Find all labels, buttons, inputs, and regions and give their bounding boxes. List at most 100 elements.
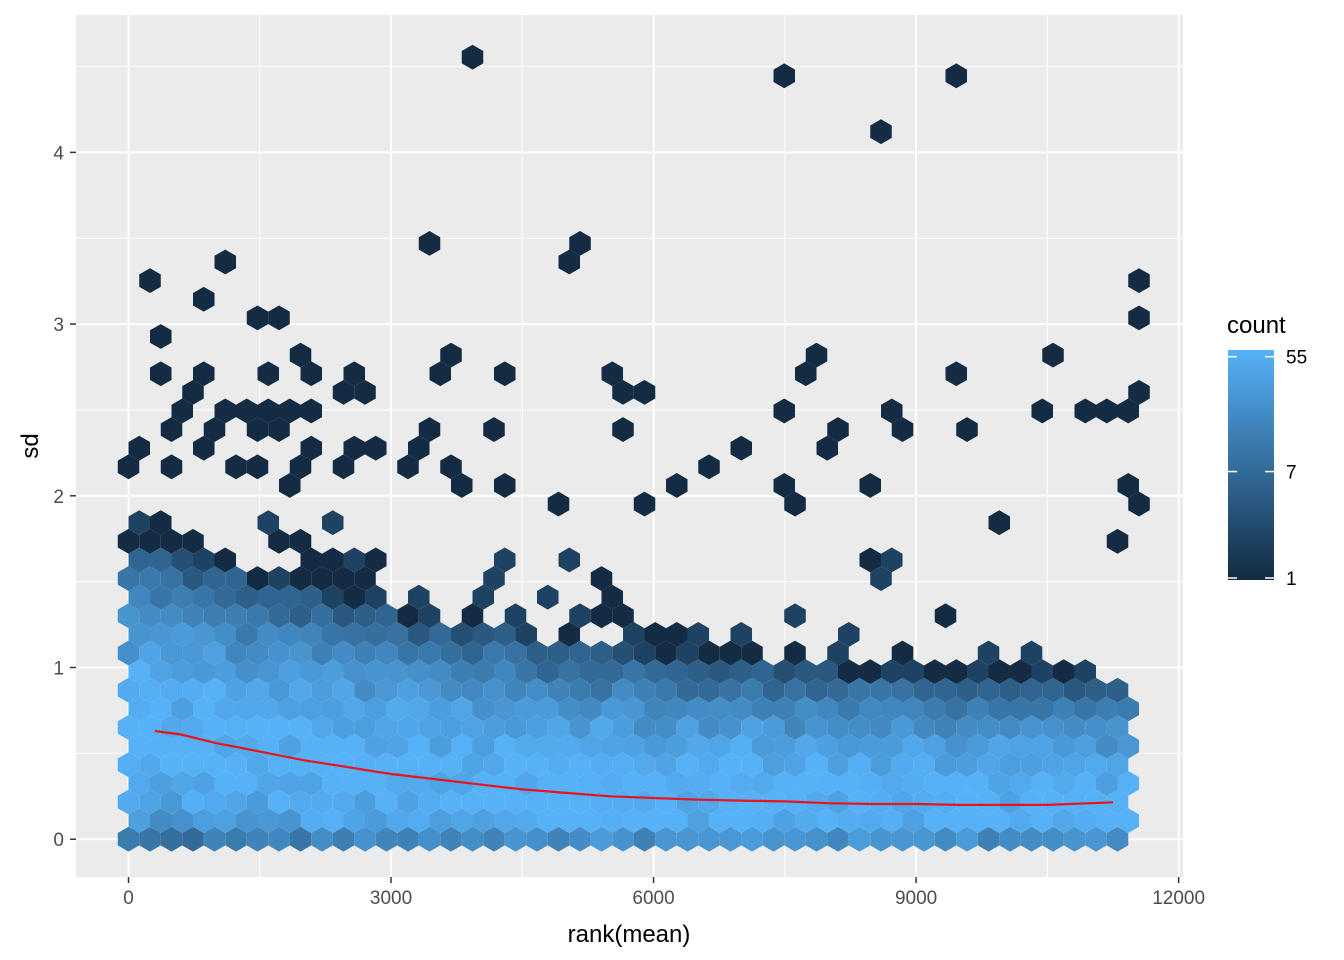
hex-bin [236,770,258,796]
hex-bin [504,640,527,666]
hex-bin [590,640,613,666]
hex-bin [279,696,301,722]
hex-bin [741,640,763,666]
hex-bin [193,659,215,685]
hex-bin [805,752,828,778]
hex-bin-outlier [193,435,215,461]
hex-bin [193,696,215,722]
hex-bin [558,770,581,796]
hex-bin [279,733,301,759]
hex-bin [902,733,925,759]
hex-bin [279,808,301,834]
hex-bin [397,677,419,703]
hex-bin-outlier [773,398,796,424]
hex-bin [666,733,688,759]
hex-bin [569,715,591,740]
hex-bin [440,752,462,778]
hex-bin [1053,733,1075,759]
hex-bin [590,566,613,591]
hex-bin [214,584,237,610]
hex-bin [526,789,548,815]
hex-bin [977,752,1000,778]
hex-bin [483,677,505,703]
legend-colorbar [1228,350,1274,580]
legend-label: 1 [1286,569,1297,590]
hex-bin [827,752,849,778]
x-tick-label: 3000 [370,888,412,909]
hex-bin [719,789,742,815]
hex-bin [956,826,978,852]
hex-bin-outlier [461,44,484,70]
hex-bin [687,696,710,722]
hex-bin [268,603,290,629]
hex-bin [795,770,817,796]
hex-bin [1085,715,1107,740]
hex-bin [859,733,882,759]
hex-bin [859,808,882,834]
hex-bin [182,566,204,591]
hex-bin [1106,715,1129,740]
hex-bin [311,677,333,703]
hex-bin [203,826,226,852]
hex-bin [332,640,355,666]
hex-bin [397,603,419,629]
hex-bin [515,696,538,722]
hex-bin [515,659,538,685]
hex-bin [171,584,194,610]
hex-bin [569,789,591,815]
hex-bin [773,733,796,759]
hex-bin [988,659,1011,685]
hex-bin [300,584,323,610]
hex-bin [289,640,312,666]
hex-bin [300,696,323,722]
hex-bin [203,677,226,703]
hex-bin [870,752,892,778]
hex-bin [214,696,237,722]
hex-bin [300,808,323,834]
hex-bin [375,715,398,740]
hex-bin-outlier [483,417,505,443]
hex-bin [429,733,452,759]
hex-bin [838,770,860,796]
hex-bin [752,733,774,759]
hex-bin [1063,715,1086,740]
hex-bin [601,696,624,722]
hex-bin [257,696,280,722]
hex-bin [300,659,323,685]
hex-bin [698,715,720,740]
hex-bin [870,566,892,591]
hex-bin [418,677,441,703]
hex-bin [784,826,806,852]
hex-bin [805,715,828,740]
hex-bin [365,622,387,647]
hex-bin [160,789,183,815]
hex-bin [494,696,516,722]
legend-label: 7 [1286,463,1297,484]
hex-bin [214,808,237,834]
hex-bin [1042,752,1064,778]
hex-bin [397,640,419,666]
hex-bin [472,770,495,796]
hex-bin [225,603,247,629]
hex-bin [203,752,226,778]
hex-bin [246,677,269,703]
hex-bin [203,715,226,740]
hex-bin [612,752,634,778]
hex-bin [408,808,430,834]
hex-bin [881,696,903,722]
hex-bin [515,622,538,647]
hex-bin [719,752,742,778]
hex-bin [268,826,290,852]
hex-bin-outlier [547,491,570,517]
hex-bin [730,659,753,685]
hex-bin [289,603,312,629]
hex-bin [257,808,280,834]
hex-bin [504,826,527,852]
hex-bin [257,622,280,647]
hex-bin [322,733,344,759]
hex-bin-outlier [332,379,355,405]
hex-bin [193,770,215,796]
hex-bin-outlier [891,417,914,443]
hex-bin [623,733,645,759]
hex-bin [1117,696,1140,722]
